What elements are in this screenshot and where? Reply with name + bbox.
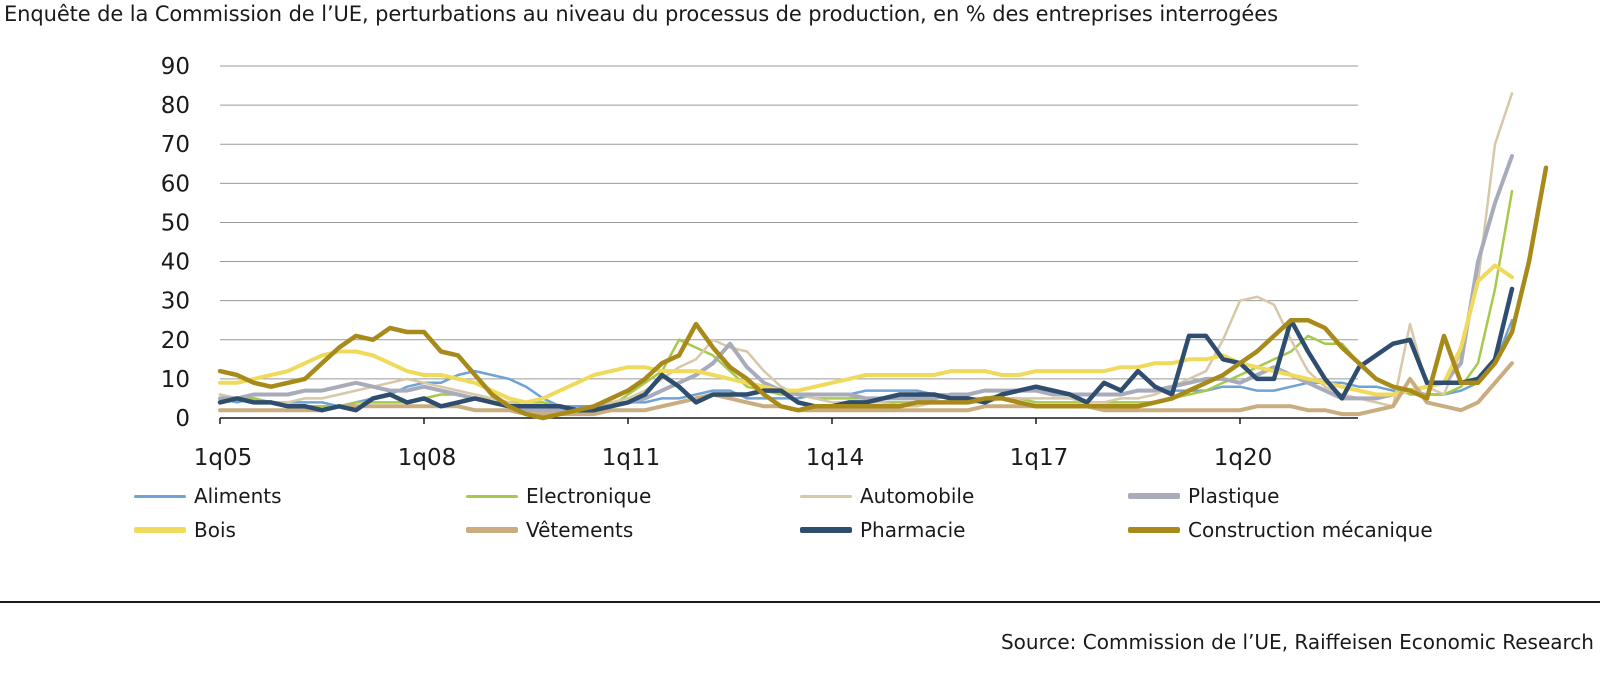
x-tick-label: 1q05 [194, 445, 253, 471]
y-tick-label: 70 [161, 132, 190, 158]
y-tick-label: 80 [161, 93, 190, 119]
y-tick-label: 30 [161, 289, 190, 315]
y-tick-label: 0 [175, 406, 190, 432]
source-note: Source: Commission de l’UE, Raiffeisen E… [1000, 630, 1594, 654]
y-tick-label: 60 [161, 171, 190, 197]
x-tick-label: 1q11 [602, 445, 661, 471]
y-tick-label: 40 [161, 250, 190, 276]
series-line-automobile [218, 92, 1514, 412]
chart-title: Enquête de la Commission de l’UE, pertur… [4, 2, 1278, 26]
footer-divider [0, 601, 1600, 603]
series-line-construction-m-canique [217, 165, 1549, 421]
series-line-v-tements [218, 361, 1514, 417]
y-tick-label: 20 [161, 328, 190, 354]
series-line-aliments [218, 318, 1514, 408]
x-tick-label: 1q14 [806, 445, 865, 471]
x-tick-label: 1q08 [398, 445, 457, 471]
y-tick-label: 10 [161, 367, 190, 393]
y-tick-label: 50 [161, 210, 190, 236]
series-line-pharmacie [217, 286, 1515, 413]
x-tick-label: 1q20 [1214, 445, 1273, 471]
series-line-bois [218, 263, 1514, 405]
y-tick-label: 90 [161, 54, 190, 80]
x-tick-label: 1q17 [1010, 445, 1069, 471]
